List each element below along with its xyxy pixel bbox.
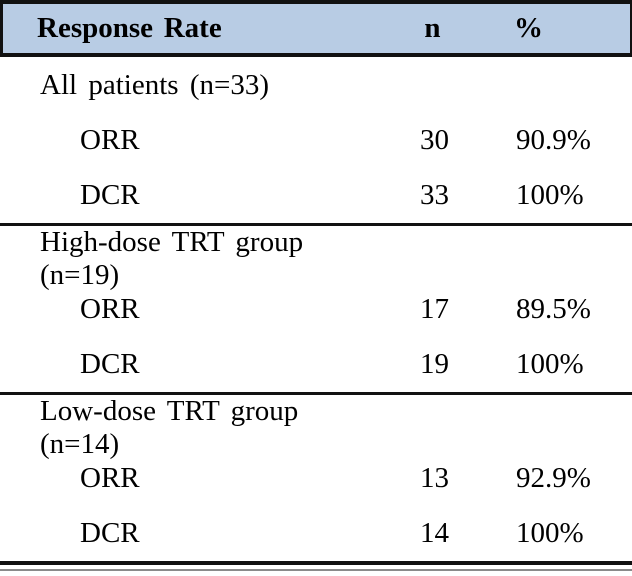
table-row: ORR 17 89.5% — [0, 282, 632, 337]
row-n-value: 33 — [420, 179, 449, 211]
row-label: DCR — [80, 348, 140, 380]
section-low-dose: Low-dose TRT group (n=14) ORR 13 92.9% D… — [0, 395, 632, 565]
row-label: ORR — [80, 462, 140, 494]
row-label: ORR — [80, 293, 140, 325]
row-n-value: 17 — [420, 293, 449, 325]
section-high-dose: High-dose TRT group (n=19) ORR 17 89.5% … — [0, 226, 632, 395]
row-label: ORR — [80, 124, 140, 156]
table-row: ORR 13 92.9% — [0, 451, 632, 506]
row-pct-value: 92.9% — [516, 462, 591, 494]
row-n-value: 14 — [420, 517, 449, 549]
table-row: ORR 30 90.9% — [0, 113, 632, 168]
group-row: Low-dose TRT group (n=14) — [0, 395, 632, 460]
table-row: DCR 19 100% — [0, 337, 632, 392]
group-label: All patients (n=33) — [40, 68, 270, 101]
section-all-patients: All patients (n=33) ORR 30 90.9% DCR 33 … — [0, 57, 632, 226]
row-label: DCR — [80, 517, 140, 549]
row-pct-value: 100% — [516, 179, 584, 211]
row-pct-value: 100% — [516, 517, 584, 549]
header-percent: % — [514, 12, 543, 44]
row-n-value: 13 — [420, 462, 449, 494]
table-row: DCR 33 100% — [0, 168, 632, 223]
group-row: High-dose TRT group (n=19) — [0, 226, 632, 291]
row-n-value: 30 — [420, 124, 449, 156]
group-label: Low-dose TRT group (n=14) — [40, 395, 299, 460]
row-label: DCR — [80, 179, 140, 211]
header-n: n — [424, 12, 441, 44]
row-pct-value: 90.9% — [516, 124, 591, 156]
header-response-rate: Response Rate — [37, 12, 222, 44]
table-header-row: Response Rate n % — [0, 0, 632, 57]
row-n-value: 19 — [420, 348, 449, 380]
table-row: DCR 14 100% — [0, 506, 632, 561]
row-pct-value: 89.5% — [516, 293, 591, 325]
bottom-thin-rule — [0, 569, 632, 571]
group-row: All patients (n=33) — [0, 57, 632, 113]
group-label: High-dose TRT group (n=19) — [40, 226, 304, 291]
row-pct-value: 100% — [516, 348, 584, 380]
